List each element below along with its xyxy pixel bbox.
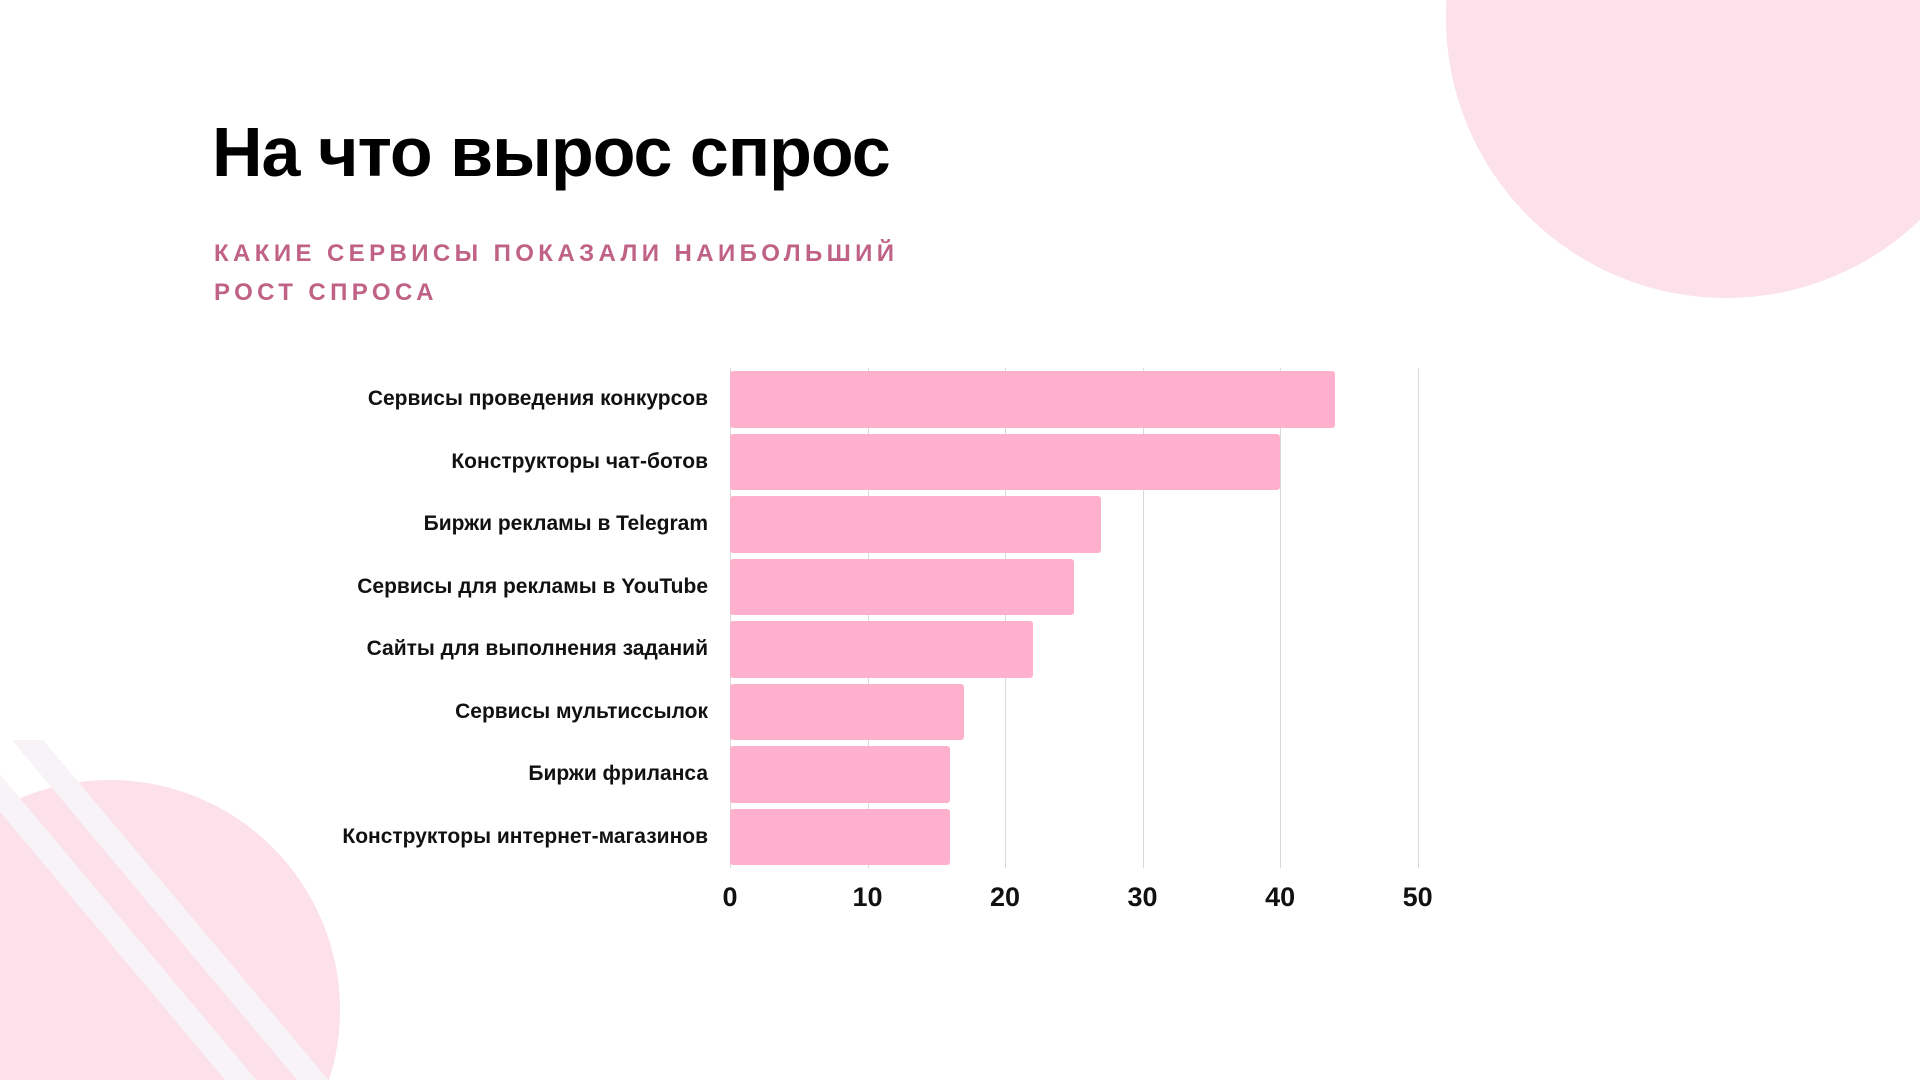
chart-bars [730,368,1452,868]
axis-tick-label: 40 [1265,882,1296,912]
subtitle-line-1: КАКИЕ СЕРВИСЫ ПОКАЗАЛИ НАИБОЛЬШИЙ [214,240,899,267]
axis-tick-label: 0 [722,882,738,912]
category-label: Конструкторы интернет-магазинов [342,824,708,848]
bar-row [730,618,1452,681]
bar-row [730,431,1452,494]
gridline [867,368,869,868]
page-subtitle: КАКИЕ СЕРВИСЫ ПОКАЗАЛИ НАИБОЛЬШИЙ РОСТ С… [214,234,898,312]
category-label: Биржи фриланса [528,762,708,786]
bar-row [730,368,1452,431]
page-title: На что вырос спрос [212,113,891,191]
subtitle-line-2: РОСТ СПРОСА [214,279,438,306]
bar [730,621,1033,678]
category-label: Сервисы проведения конкурсов [367,387,708,411]
gridline [1417,368,1419,868]
bar [730,371,1336,428]
gridline [1142,368,1144,868]
gridline [1005,368,1007,868]
category-label: Сервисы для рекламы в YouTube [357,574,708,598]
category-label: Сайты для выполнения заданий [366,637,708,661]
chart-plot-area: Сервисы проведения конкурсов Конструкторы… [212,368,1452,868]
gridline [730,368,731,868]
category-axis-labels: Сервисы проведения конкурсов Конструкторы… [212,368,730,868]
value-axis: 0 10 20 30 40 50 [722,868,1452,928]
bar [730,808,951,865]
bar-row [730,743,1452,806]
chart-gridlines [730,368,1452,868]
decorative-circle-top-right [1446,0,1920,298]
bar-row [730,681,1452,744]
bar-row [730,493,1452,556]
bar-row [730,556,1452,619]
axis-tick-label: 20 [990,882,1021,912]
category-label: Биржи рекламы в Telegram [423,512,708,536]
bar [730,496,1102,553]
axis-tick-label: 10 [852,882,883,912]
axis-tick-label: 50 [1402,882,1433,912]
bar [730,558,1074,615]
bar [730,746,951,803]
axis-tick-label: 30 [1127,882,1158,912]
bar [730,433,1281,490]
category-label: Сервисы мультиссылок [455,699,708,723]
gridline [1280,368,1282,868]
bar-chart: Сервисы проведения конкурсов Конструкторы… [212,368,1452,928]
bar [730,683,964,740]
category-label: Конструкторы чат-ботов [451,449,708,473]
bar-row [730,806,1452,869]
chart-plot-column [730,368,1452,868]
